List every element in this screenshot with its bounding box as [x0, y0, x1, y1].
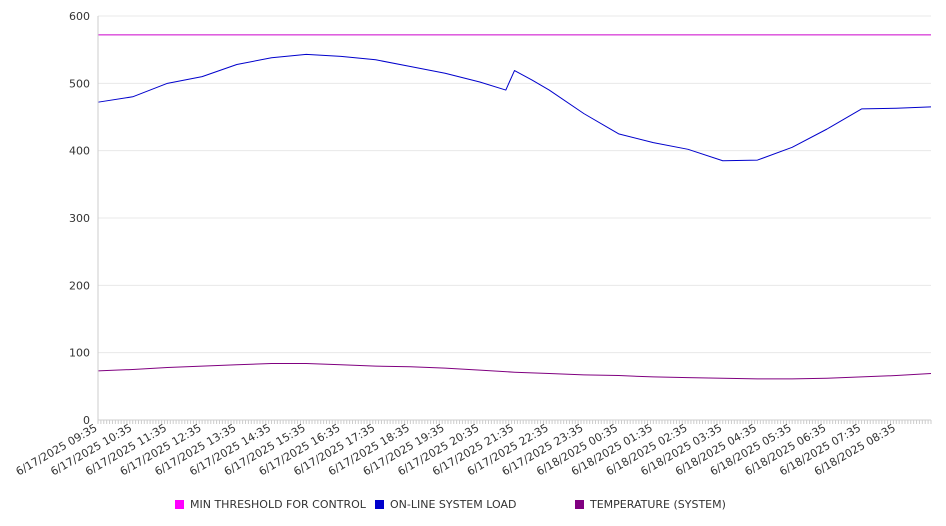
legend-swatch-min-threshold — [175, 500, 184, 509]
y-tick-label: 400 — [69, 145, 90, 158]
legend-label-temperature: TEMPERATURE (SYSTEM) — [590, 498, 726, 511]
y-tick-label: 0 — [83, 414, 90, 427]
series-temperature-line — [97, 362, 932, 380]
legend-swatch-system-load — [375, 500, 384, 509]
y-tick-label: 100 — [69, 347, 90, 360]
y-tick-label: 300 — [69, 212, 90, 225]
legend: MIN THRESHOLD FOR CONTROL ON-LINE SYSTEM… — [0, 498, 946, 514]
y-tick-label: 500 — [69, 77, 90, 90]
x-tick-labels: 6/17/2025 09:356/17/2025 10:356/17/2025 … — [14, 421, 898, 478]
legend-label-system-load: ON-LINE SYSTEM LOAD — [390, 498, 517, 511]
legend-item-temperature: TEMPERATURE (SYSTEM) — [575, 498, 726, 511]
legend-item-system-load: ON-LINE SYSTEM LOAD — [375, 498, 516, 511]
x-axis-minor-ticks — [97, 420, 932, 424]
axes — [97, 16, 932, 424]
gridlines — [98, 15, 931, 354]
series-system-load-line — [97, 53, 932, 162]
y-tick-label: 200 — [69, 279, 90, 292]
y-tick-label: 600 — [69, 10, 90, 23]
y-tick-labels: 0 100 200 300 400 500 600 — [69, 10, 90, 427]
legend-label-min-threshold: MIN THRESHOLD FOR CONTROL — [190, 498, 366, 511]
legend-swatch-temperature — [575, 500, 584, 509]
legend-item-min-threshold: MIN THRESHOLD FOR CONTROL — [175, 498, 366, 511]
series-lines — [97, 34, 932, 380]
